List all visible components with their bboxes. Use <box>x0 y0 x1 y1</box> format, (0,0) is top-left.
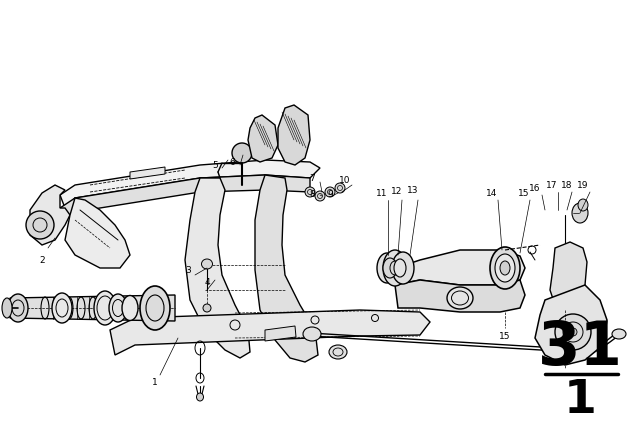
Text: 14: 14 <box>486 189 498 198</box>
Polygon shape <box>10 295 175 321</box>
Ellipse shape <box>303 327 321 341</box>
Ellipse shape <box>196 393 204 401</box>
Text: 13: 13 <box>407 185 419 194</box>
Text: 15: 15 <box>499 332 511 340</box>
Ellipse shape <box>122 296 138 320</box>
Text: 4: 4 <box>204 277 210 287</box>
Text: 10: 10 <box>339 176 351 185</box>
Polygon shape <box>550 242 587 310</box>
Circle shape <box>26 211 54 239</box>
Ellipse shape <box>495 254 515 282</box>
Ellipse shape <box>392 252 414 284</box>
Polygon shape <box>535 285 607 365</box>
Ellipse shape <box>329 345 347 359</box>
Text: 18: 18 <box>561 181 573 190</box>
Text: 15: 15 <box>518 189 530 198</box>
Circle shape <box>335 183 345 193</box>
Text: 11: 11 <box>376 189 388 198</box>
Ellipse shape <box>383 258 397 278</box>
Polygon shape <box>60 175 310 220</box>
Polygon shape <box>278 105 310 165</box>
Ellipse shape <box>2 298 12 318</box>
Text: 9: 9 <box>327 190 333 198</box>
Ellipse shape <box>140 286 170 330</box>
Polygon shape <box>395 280 525 312</box>
Ellipse shape <box>572 203 588 223</box>
Text: 19: 19 <box>577 181 589 190</box>
Circle shape <box>555 314 591 350</box>
Text: 1: 1 <box>564 378 596 422</box>
Polygon shape <box>130 167 165 179</box>
Polygon shape <box>248 115 278 162</box>
Circle shape <box>325 187 335 197</box>
Ellipse shape <box>109 294 127 322</box>
Ellipse shape <box>52 293 72 323</box>
Text: 7: 7 <box>309 173 315 182</box>
Text: 31: 31 <box>538 319 623 378</box>
Ellipse shape <box>500 261 510 275</box>
Ellipse shape <box>394 259 406 277</box>
Ellipse shape <box>612 329 626 339</box>
Text: 6: 6 <box>229 158 235 167</box>
Ellipse shape <box>202 259 212 269</box>
Ellipse shape <box>8 294 28 322</box>
Ellipse shape <box>94 291 116 325</box>
Circle shape <box>569 328 577 336</box>
Text: 17: 17 <box>547 181 557 190</box>
Text: 8: 8 <box>309 190 315 198</box>
Text: 12: 12 <box>391 186 403 195</box>
Ellipse shape <box>383 250 407 286</box>
Polygon shape <box>30 185 70 245</box>
Polygon shape <box>110 310 430 355</box>
Polygon shape <box>60 160 320 208</box>
Circle shape <box>315 191 325 201</box>
Text: 1: 1 <box>152 378 158 387</box>
Polygon shape <box>265 326 296 341</box>
Text: 5: 5 <box>212 160 218 169</box>
Text: 16: 16 <box>529 184 541 193</box>
Text: 2: 2 <box>39 255 45 264</box>
Ellipse shape <box>578 199 588 211</box>
Text: 3: 3 <box>185 266 191 275</box>
Circle shape <box>551 294 583 326</box>
Polygon shape <box>185 178 250 358</box>
Polygon shape <box>255 175 318 362</box>
Ellipse shape <box>447 287 473 309</box>
Ellipse shape <box>377 253 397 283</box>
Polygon shape <box>390 250 525 285</box>
Ellipse shape <box>203 304 211 312</box>
Circle shape <box>232 143 252 163</box>
Ellipse shape <box>490 247 520 289</box>
Polygon shape <box>65 198 130 268</box>
Circle shape <box>305 187 315 197</box>
